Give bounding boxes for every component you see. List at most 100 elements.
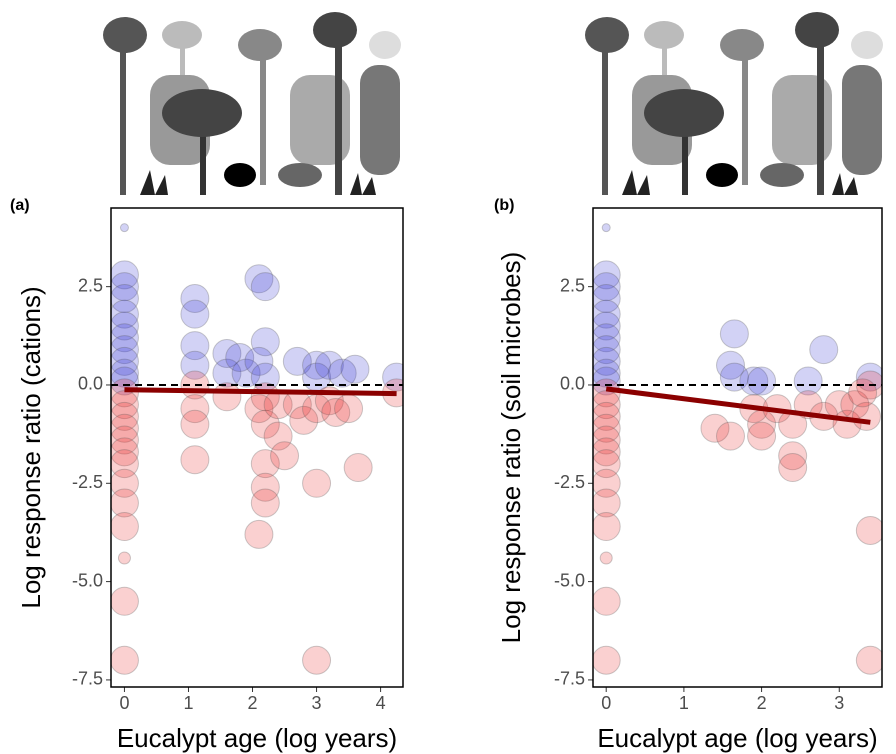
point: [244, 394, 274, 424]
y-tick-label: 0.0: [78, 374, 103, 394]
point: [739, 366, 769, 396]
point: [111, 512, 139, 542]
y-tick-label: -7.5: [72, 669, 103, 689]
point: [250, 472, 280, 502]
point: [327, 358, 357, 388]
point: [180, 331, 210, 361]
point: [700, 413, 730, 443]
y-tick-label: 2.5: [560, 275, 585, 295]
y-tick-label: -5.0: [554, 570, 585, 590]
y-tick-label: -2.5: [554, 472, 585, 492]
point: [302, 350, 332, 380]
point: [593, 437, 621, 467]
point: [593, 488, 621, 518]
point: [111, 346, 139, 376]
point: [119, 223, 129, 233]
point: [250, 488, 280, 518]
point: [343, 453, 373, 483]
plot-area: [593, 223, 882, 675]
y-tick-label: -2.5: [72, 472, 103, 492]
point: [334, 394, 364, 424]
point: [593, 425, 621, 455]
x-tick-label: 2: [757, 693, 767, 713]
point: [593, 323, 621, 353]
point: [250, 449, 280, 479]
point: [180, 299, 210, 329]
point: [180, 445, 210, 475]
point: [716, 350, 746, 380]
point: [593, 283, 621, 313]
trend-line: [124, 387, 397, 397]
x-tick-label: 2: [248, 693, 258, 713]
x-axis-title: Eucalypt age (log years): [117, 723, 397, 753]
y-tick-label: -7.5: [554, 669, 585, 689]
x-tick-label: 1: [183, 693, 193, 713]
point: [212, 382, 242, 412]
panel-label: (b): [494, 197, 514, 214]
trend-line: [605, 386, 871, 425]
point: [593, 586, 621, 616]
point: [270, 441, 300, 471]
y-tick-label: 0.0: [560, 374, 585, 394]
plot-area: [111, 223, 403, 675]
x-tick-label: 3: [834, 693, 844, 713]
point: [244, 346, 274, 376]
point: [111, 425, 139, 455]
point: [111, 272, 139, 302]
y-tick-label: 2.5: [78, 275, 103, 295]
point: [111, 299, 139, 329]
point: [809, 335, 839, 365]
point: [593, 311, 621, 341]
panel-label: (a): [10, 197, 30, 214]
x-tick-label: 0: [601, 693, 611, 713]
point: [250, 272, 280, 302]
x-axis-title: Eucalypt age (log years): [597, 723, 877, 753]
point: [111, 437, 139, 467]
point: [282, 346, 312, 376]
point: [180, 409, 210, 439]
point: [778, 453, 808, 483]
point: [250, 327, 280, 357]
point: [180, 283, 210, 313]
point: [314, 350, 344, 380]
point: [111, 323, 139, 353]
point: [599, 551, 613, 565]
point: [111, 586, 139, 616]
point: [593, 358, 621, 388]
point: [111, 335, 139, 365]
point: [180, 394, 210, 424]
point: [593, 512, 621, 542]
point: [848, 378, 878, 408]
point: [719, 319, 749, 349]
point: [111, 311, 139, 341]
point: [778, 441, 808, 471]
point: [593, 346, 621, 376]
point: [289, 405, 319, 435]
point: [593, 645, 621, 675]
point: [111, 413, 139, 443]
point: [601, 223, 611, 233]
plot-frame: [592, 207, 883, 688]
point: [111, 283, 139, 313]
point: [747, 366, 777, 396]
point: [593, 401, 621, 431]
point: [593, 468, 621, 498]
point: [340, 354, 370, 384]
point: [855, 515, 882, 545]
point: [111, 358, 139, 388]
point: [593, 413, 621, 443]
point: [111, 401, 139, 431]
x-tick-label: 0: [119, 693, 129, 713]
y-tick-label: -5.0: [72, 570, 103, 590]
point: [593, 299, 621, 329]
x-tick-label: 4: [376, 693, 386, 713]
point: [231, 358, 261, 388]
point: [117, 551, 131, 565]
point: [180, 350, 210, 380]
forest-illustration: [585, 12, 883, 195]
y-axis-title: Log response ratio (soil microbes): [496, 252, 526, 644]
point: [321, 397, 351, 427]
point: [111, 645, 139, 675]
point: [250, 409, 280, 439]
